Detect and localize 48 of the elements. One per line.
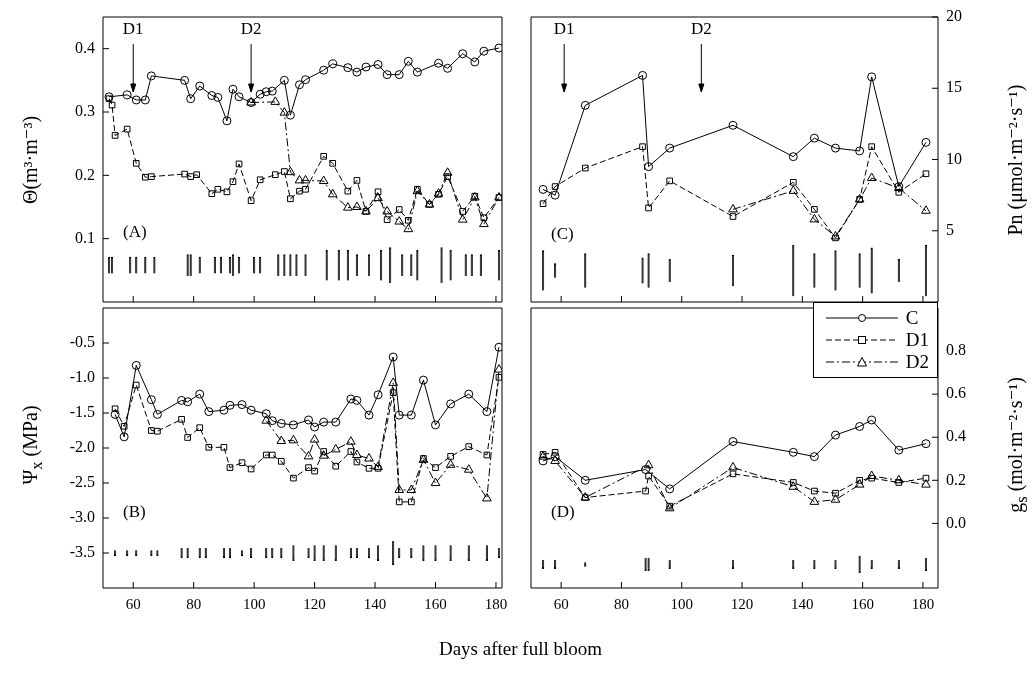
annotation: (B) [123,502,146,522]
x-tick-label: 120 [303,595,326,612]
y2-tick-label: 10 [946,149,962,167]
annotation: (C) [551,224,574,244]
x-tick-label: 160 [424,595,447,612]
ref-line-label: D1 [122,19,144,39]
y-tick-label: 0.2 [75,165,95,183]
y2-tick-label: 0.2 [946,470,966,488]
y2-tick-label: 0.0 [946,513,966,531]
y2-tick-label: 5 [946,220,954,238]
x-tick-label: 140 [791,595,814,612]
x-tick-label: 60 [125,595,141,612]
y2-tick-label: 0.8 [946,341,966,359]
legend-label: C [905,307,919,329]
legend-label: D1 [905,329,929,351]
y-tick-label: 0.4 [75,38,95,56]
ref-line-label: D2 [690,19,712,39]
y2-tick-label: 0.6 [946,384,966,402]
y-tick-label: -3.5 [69,543,95,561]
y-tick-label: -2.5 [69,473,95,491]
annotation: (A) [123,222,147,242]
x-axis-title: Days after full bloom [437,638,603,660]
y-tick-label: 0.1 [75,228,95,246]
y-tick-label: -1.0 [69,368,95,386]
y2-axis-title: Pn (μmol·m⁻²·s⁻¹) [1003,83,1028,238]
y-tick-label: -2.0 [69,438,95,456]
x-tick-label: 80 [613,595,629,612]
y-tick-label: -1.5 [69,403,95,421]
y-axis-title: Θ(m³·m⁻³) [18,114,43,206]
y2-tick-label: 15 [946,78,962,96]
x-tick-label: 120 [730,595,754,612]
x-tick-label: 100 [670,595,693,612]
legend-label: D2 [905,351,929,373]
ref-line-label: D1 [553,19,575,39]
x-tick-label: 140 [363,595,387,612]
x-tick-label: 180 [911,595,935,612]
y2-tick-label: 20 [946,7,962,25]
y-tick-label: 0.3 [75,102,95,120]
x-tick-label: 180 [484,595,508,612]
x-tick-label: 160 [851,595,874,612]
ref-line-label: D2 [240,19,262,39]
y-tick-label: -0.5 [69,333,95,351]
x-tick-label: 100 [242,595,266,612]
annotation: (D) [551,502,575,522]
x-tick-label: 80 [186,595,202,612]
y-tick-label: -3.0 [69,508,95,526]
y2-tick-label: 0.4 [946,427,966,445]
x-tick-label: 60 [553,595,569,612]
